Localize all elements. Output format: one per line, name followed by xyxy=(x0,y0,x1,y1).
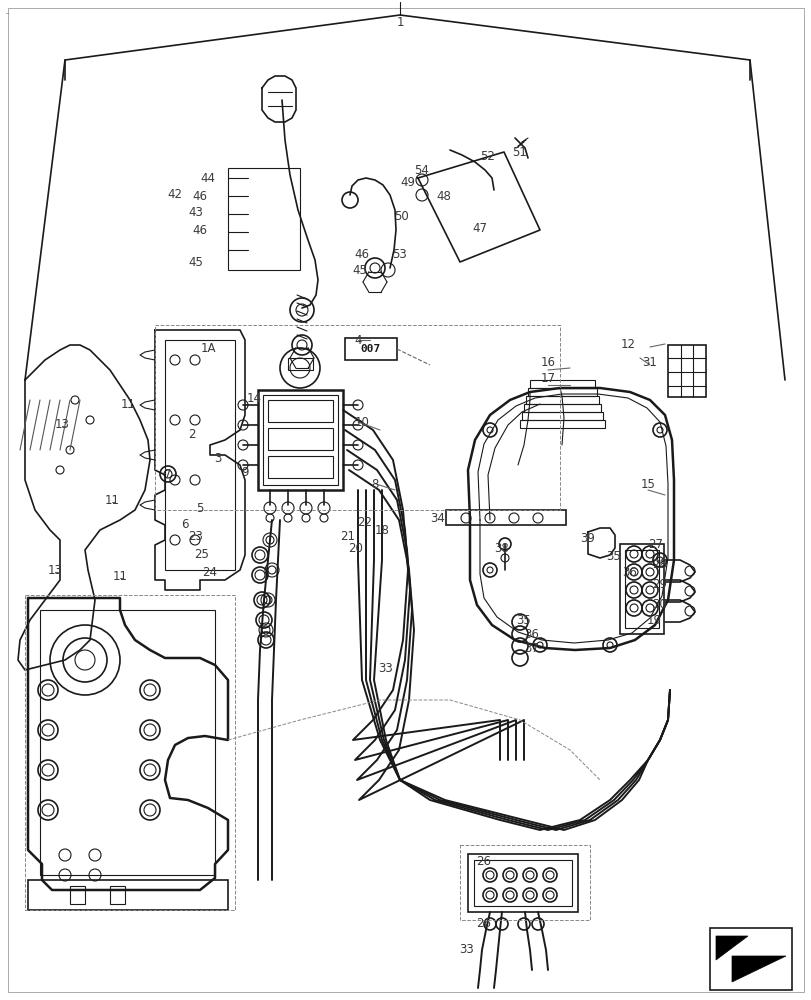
Text: 34: 34 xyxy=(430,512,445,524)
Bar xyxy=(667,345,705,397)
Bar xyxy=(40,610,215,875)
Text: 29: 29 xyxy=(652,578,667,590)
Text: 37: 37 xyxy=(524,642,539,654)
Text: 13: 13 xyxy=(48,564,62,576)
Text: 46: 46 xyxy=(192,190,208,202)
Bar xyxy=(530,380,594,388)
Text: 45: 45 xyxy=(188,255,204,268)
Polygon shape xyxy=(715,936,747,960)
Text: -: - xyxy=(6,8,10,18)
Bar xyxy=(70,886,85,904)
Text: 35: 35 xyxy=(516,613,530,626)
Text: 48: 48 xyxy=(436,190,451,202)
Text: 31: 31 xyxy=(642,356,657,368)
Text: 42: 42 xyxy=(167,188,182,200)
Text: 36: 36 xyxy=(524,628,539,641)
Bar xyxy=(624,550,659,628)
Bar xyxy=(345,338,397,360)
Text: 13: 13 xyxy=(54,418,70,430)
Text: 15: 15 xyxy=(640,478,654,490)
Bar xyxy=(620,544,663,634)
Text: 28: 28 xyxy=(652,558,667,570)
Text: 50: 50 xyxy=(394,210,409,223)
Bar xyxy=(165,340,234,570)
Text: 43: 43 xyxy=(188,206,204,219)
Text: 51: 51 xyxy=(512,146,527,159)
Bar xyxy=(268,400,333,422)
Bar xyxy=(268,456,333,478)
Bar xyxy=(288,358,312,370)
Text: 007: 007 xyxy=(360,344,380,354)
Text: 10: 10 xyxy=(354,416,369,428)
Text: 7: 7 xyxy=(164,468,172,481)
Text: 24: 24 xyxy=(202,566,217,578)
Text: 6: 6 xyxy=(181,518,188,530)
Text: 33: 33 xyxy=(459,943,474,956)
Text: 33: 33 xyxy=(378,662,393,674)
Text: 49: 49 xyxy=(400,176,415,189)
Text: 4: 4 xyxy=(354,334,362,347)
Text: 44: 44 xyxy=(200,172,215,185)
Bar xyxy=(519,420,604,428)
Text: 11: 11 xyxy=(105,493,119,506)
Text: 53: 53 xyxy=(393,247,407,260)
Text: 25: 25 xyxy=(195,548,209,560)
Bar xyxy=(527,388,596,396)
Text: 27: 27 xyxy=(648,538,663,550)
Bar xyxy=(268,428,333,450)
Text: 16: 16 xyxy=(540,356,555,368)
Bar xyxy=(709,928,791,990)
Bar xyxy=(258,390,342,490)
Bar xyxy=(228,168,299,270)
Text: 17: 17 xyxy=(540,371,555,384)
Bar xyxy=(521,412,603,420)
Text: 12: 12 xyxy=(620,338,635,351)
Text: 35: 35 xyxy=(606,550,620,562)
Text: 46: 46 xyxy=(192,224,208,236)
Text: 45: 45 xyxy=(352,263,367,276)
Text: 52: 52 xyxy=(480,150,495,163)
Text: 8: 8 xyxy=(371,478,378,490)
Text: 22: 22 xyxy=(357,516,372,528)
Text: 14: 14 xyxy=(247,391,261,404)
Text: 36: 36 xyxy=(622,566,637,578)
Text: 11: 11 xyxy=(113,570,127,582)
Text: 1: 1 xyxy=(396,16,403,29)
Text: 19: 19 xyxy=(646,613,661,626)
Bar xyxy=(467,854,577,912)
Text: 26: 26 xyxy=(476,917,491,930)
Bar xyxy=(445,510,565,525)
Bar xyxy=(526,396,599,404)
Text: 39: 39 xyxy=(580,532,594,544)
Text: 30: 30 xyxy=(652,597,667,610)
Text: 26: 26 xyxy=(476,855,491,868)
Text: 18: 18 xyxy=(374,524,389,536)
Text: 54: 54 xyxy=(414,164,429,177)
Bar xyxy=(474,860,571,906)
Text: 38: 38 xyxy=(494,542,508,554)
Text: 46: 46 xyxy=(354,247,369,260)
Text: 47: 47 xyxy=(472,222,487,234)
Text: 5: 5 xyxy=(196,502,204,514)
Text: 9: 9 xyxy=(241,466,248,480)
Bar xyxy=(523,404,600,412)
Text: 23: 23 xyxy=(188,530,204,542)
Text: 11: 11 xyxy=(120,397,135,410)
Text: 1A: 1A xyxy=(200,342,216,355)
Text: 3: 3 xyxy=(214,452,221,464)
Bar xyxy=(263,395,337,485)
Text: 20: 20 xyxy=(348,542,363,554)
Polygon shape xyxy=(731,956,785,982)
Bar xyxy=(28,880,228,910)
Text: 21: 21 xyxy=(340,530,355,542)
Text: 2: 2 xyxy=(188,428,195,442)
Bar xyxy=(109,886,125,904)
